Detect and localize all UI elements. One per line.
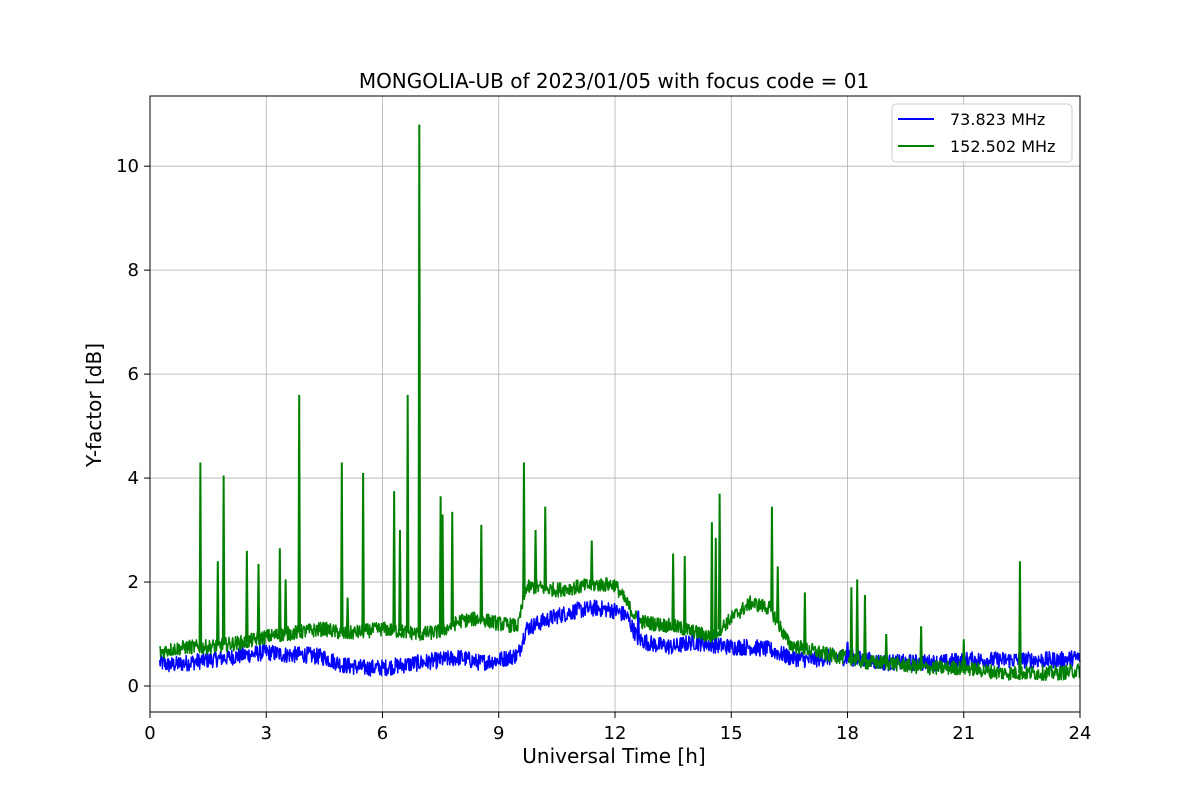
spike-mark: [1019, 561, 1021, 673]
spike-mark: [535, 530, 537, 587]
spike-mark: [399, 530, 401, 631]
y-tick-label: 2: [128, 572, 139, 593]
legend-label-152-mhz: 152.502 MHz: [950, 137, 1055, 156]
x-tick-label: 12: [604, 723, 627, 744]
spike-mark: [481, 525, 483, 619]
spike-mark: [591, 540, 593, 585]
spike-mark: [777, 566, 779, 622]
y-axis-label: Y-factor [dB]: [82, 343, 106, 468]
spike-mark: [285, 579, 287, 634]
series-layer: [160, 125, 1080, 681]
y-tick-label: 8: [128, 260, 139, 281]
x-axis-label: Universal Time [h]: [522, 744, 705, 768]
spike-mark: [856, 579, 858, 660]
y-tick-label: 4: [128, 468, 139, 489]
spike-mark: [200, 462, 202, 647]
x-tick-label: 24: [1069, 723, 1092, 744]
spike-mark: [279, 548, 281, 635]
x-tick-label: 6: [377, 723, 388, 744]
spike-mark: [771, 507, 773, 612]
spike-mark: [393, 491, 395, 630]
spike-mark: [885, 634, 887, 663]
spike-mark: [963, 639, 965, 668]
spike-mark: [362, 473, 364, 632]
x-tick-label: 3: [261, 723, 272, 744]
spike-mark: [442, 514, 444, 630]
spike-mark: [864, 595, 866, 662]
spike-mark: [223, 475, 225, 644]
y-tick-label: 0: [128, 676, 139, 697]
y-tick-label: 6: [128, 364, 139, 385]
spike-mark: [804, 592, 806, 648]
spike-mark: [847, 642, 849, 658]
spike-mark: [715, 538, 717, 633]
y-tick-label: 10: [116, 156, 139, 177]
spike-mark: [298, 395, 300, 632]
spike-mark: [419, 125, 421, 634]
spike-mark: [637, 611, 639, 640]
spike-mark: [347, 598, 349, 634]
x-tick-label: 15: [720, 723, 743, 744]
spike-mark: [451, 512, 453, 625]
x-tick-label: 0: [144, 723, 155, 744]
legend: 73.823 MHz 152.502 MHz: [892, 104, 1072, 162]
x-tick-label: 21: [952, 723, 975, 744]
grid: [150, 96, 1080, 712]
spike-mark: [684, 556, 686, 629]
spike-mark: [672, 553, 674, 626]
legend-label-73-mhz: 73.823 MHz: [950, 110, 1045, 129]
spike-mark: [523, 462, 525, 597]
spike-mark: [544, 507, 546, 589]
spike-mark: [711, 522, 713, 636]
spike-mark: [258, 564, 260, 639]
chart-svg: 0 3 6 9 12 15 18 21 240246810 MONGOLIA-UB of 202…: [0, 0, 1200, 800]
x-tick-label: 9: [493, 723, 504, 744]
x-tick-label: 18: [836, 723, 859, 744]
spike-mark: [851, 587, 853, 658]
spike-mark: [341, 462, 343, 633]
spike-mark: [719, 494, 721, 630]
spike-mark: [920, 626, 922, 667]
spike-mark: [217, 561, 219, 645]
chart-title: MONGOLIA-UB of 2023/01/05 with focus cod…: [359, 69, 869, 93]
spike-mark: [246, 551, 248, 642]
spike-mark: [407, 395, 409, 632]
